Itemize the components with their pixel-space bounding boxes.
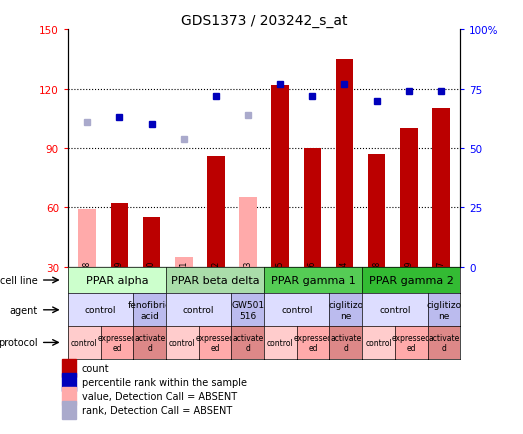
Text: GSM52176: GSM52176 [308,260,317,301]
Text: GSM52169: GSM52169 [115,260,124,301]
Text: PPAR gamma 2: PPAR gamma 2 [369,276,453,285]
Text: percentile rank within the sample: percentile rank within the sample [82,377,247,387]
Text: PPAR gamma 1: PPAR gamma 1 [271,276,356,285]
Text: activate
d: activate d [330,333,361,352]
Text: value, Detection Call = ABSENT: value, Detection Call = ABSENT [82,391,237,401]
FancyBboxPatch shape [200,267,232,293]
FancyBboxPatch shape [168,267,200,293]
Text: activate
d: activate d [428,333,460,352]
Text: PPAR beta delta: PPAR beta delta [171,276,259,285]
FancyBboxPatch shape [135,267,168,293]
Bar [62,373,76,391]
Bar [239,198,257,267]
Text: expressed
ed: expressed ed [196,333,235,352]
Text: ciglitizo
ne: ciglitizo ne [426,300,461,320]
Text: GSM52174: GSM52174 [340,260,349,301]
Text: count: count [82,363,109,373]
FancyBboxPatch shape [360,267,393,293]
Bar [110,204,128,267]
Bar [143,217,161,267]
Text: control: control [183,306,214,315]
Text: control: control [267,338,294,347]
Text: fenofibric
acid: fenofibric acid [128,300,171,320]
Text: control: control [365,338,392,347]
Text: control: control [379,306,411,315]
FancyBboxPatch shape [104,267,135,293]
FancyBboxPatch shape [264,267,296,293]
Text: control: control [281,306,313,315]
Text: protocol: protocol [0,338,38,348]
Text: agent: agent [9,305,38,315]
Bar [336,60,354,267]
Text: ciglitizo
ne: ciglitizo ne [328,300,363,320]
Bar [271,85,289,267]
Bar [207,157,225,267]
Text: GSM52177: GSM52177 [437,260,446,301]
Text: activate
d: activate d [232,333,264,352]
Text: control: control [85,306,117,315]
Bar [400,129,418,267]
Text: PPAR alpha: PPAR alpha [86,276,149,285]
Text: GSM52178: GSM52178 [372,260,381,301]
Bar [62,387,76,405]
Text: control: control [169,338,196,347]
Bar [78,210,96,267]
Bar [175,257,192,267]
Text: GSM52170: GSM52170 [147,260,156,301]
Bar [62,401,76,420]
FancyBboxPatch shape [296,267,328,293]
Text: GSM52171: GSM52171 [179,260,188,301]
Bar [303,148,321,267]
Bar [62,359,76,377]
Text: rank, Detection Call = ABSENT: rank, Detection Call = ABSENT [82,405,232,415]
Text: GSM52179: GSM52179 [404,260,413,301]
Text: GW501
516: GW501 516 [231,300,264,320]
FancyBboxPatch shape [425,267,457,293]
Bar [432,109,450,267]
Text: GSM52168: GSM52168 [83,260,92,301]
Text: GSM52173: GSM52173 [244,260,253,301]
Text: control: control [71,338,98,347]
FancyBboxPatch shape [328,267,360,293]
FancyBboxPatch shape [71,267,104,293]
Text: expressed
ed: expressed ed [293,333,333,352]
FancyBboxPatch shape [393,267,425,293]
Text: expressed
ed: expressed ed [97,333,137,352]
Text: expressed
ed: expressed ed [392,333,431,352]
Title: GDS1373 / 203242_s_at: GDS1373 / 203242_s_at [181,14,347,28]
Text: activate
d: activate d [134,333,165,352]
Text: cell line: cell line [0,276,38,285]
Text: GSM52175: GSM52175 [276,260,285,301]
Bar [368,155,385,267]
FancyBboxPatch shape [232,267,264,293]
Text: GSM52172: GSM52172 [211,260,220,301]
